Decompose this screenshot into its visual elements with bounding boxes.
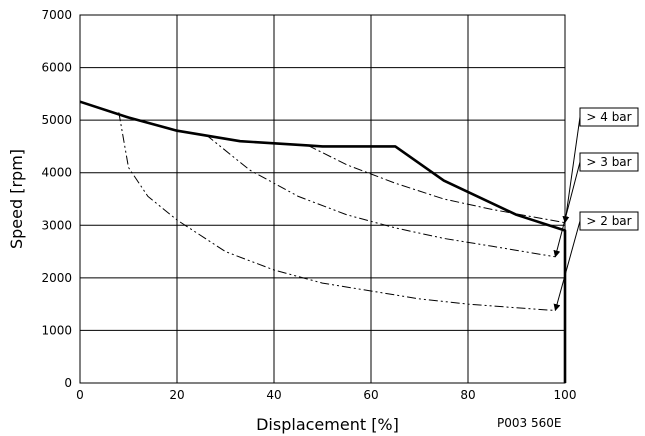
plot-frame <box>79 14 566 384</box>
callout-label-4bar: > 4 bar <box>586 110 631 124</box>
callout-label-2bar: > 2 bar <box>586 214 631 228</box>
x-tick-label-80: 80 <box>460 388 475 402</box>
series-layer <box>79 100 567 383</box>
series-line-2barbar <box>118 112 556 311</box>
x-axis-title: Displacement [%] <box>256 415 399 434</box>
x-tick-label-0: 0 <box>76 388 84 402</box>
y-tick-label-2000: 2000 <box>41 271 72 285</box>
series-line-4barbar <box>307 144 566 224</box>
y-tick-label-5000: 5000 <box>41 113 72 127</box>
y-tick-label-4000: 4000 <box>41 166 72 180</box>
y-tick-label-7000: 7000 <box>41 8 72 22</box>
x-tick-label-60: 60 <box>363 388 378 402</box>
callout-layer: > 4 bar > 3 bar > 2 bar <box>553 107 639 312</box>
x-tick-label-100: 100 <box>554 388 577 402</box>
callout-leader-4bar <box>562 116 581 224</box>
y-axis-title: Speed [rpm] <box>7 149 26 249</box>
series-line-limit <box>79 100 567 383</box>
figure-code: P003 560E <box>497 416 561 430</box>
x-tick-label-40: 40 <box>266 388 281 402</box>
y-tick-labels: 0 1000 2000 3000 4000 5000 6000 7000 <box>41 8 72 390</box>
callout-leader-2bar <box>553 220 581 312</box>
y-tick-label-6000: 6000 <box>41 61 72 75</box>
callout-leader-3bar <box>553 161 581 258</box>
grid-lines <box>79 14 566 384</box>
y-tick-label-1000: 1000 <box>41 323 72 337</box>
series-line-3barbar <box>205 134 556 258</box>
x-tick-labels: 0 20 40 60 80 100 <box>76 388 576 402</box>
x-tick-label-20: 20 <box>169 388 184 402</box>
y-tick-label-3000: 3000 <box>41 218 72 232</box>
y-tick-label-0: 0 <box>64 376 72 390</box>
callout-label-3bar: > 3 bar <box>586 155 631 169</box>
